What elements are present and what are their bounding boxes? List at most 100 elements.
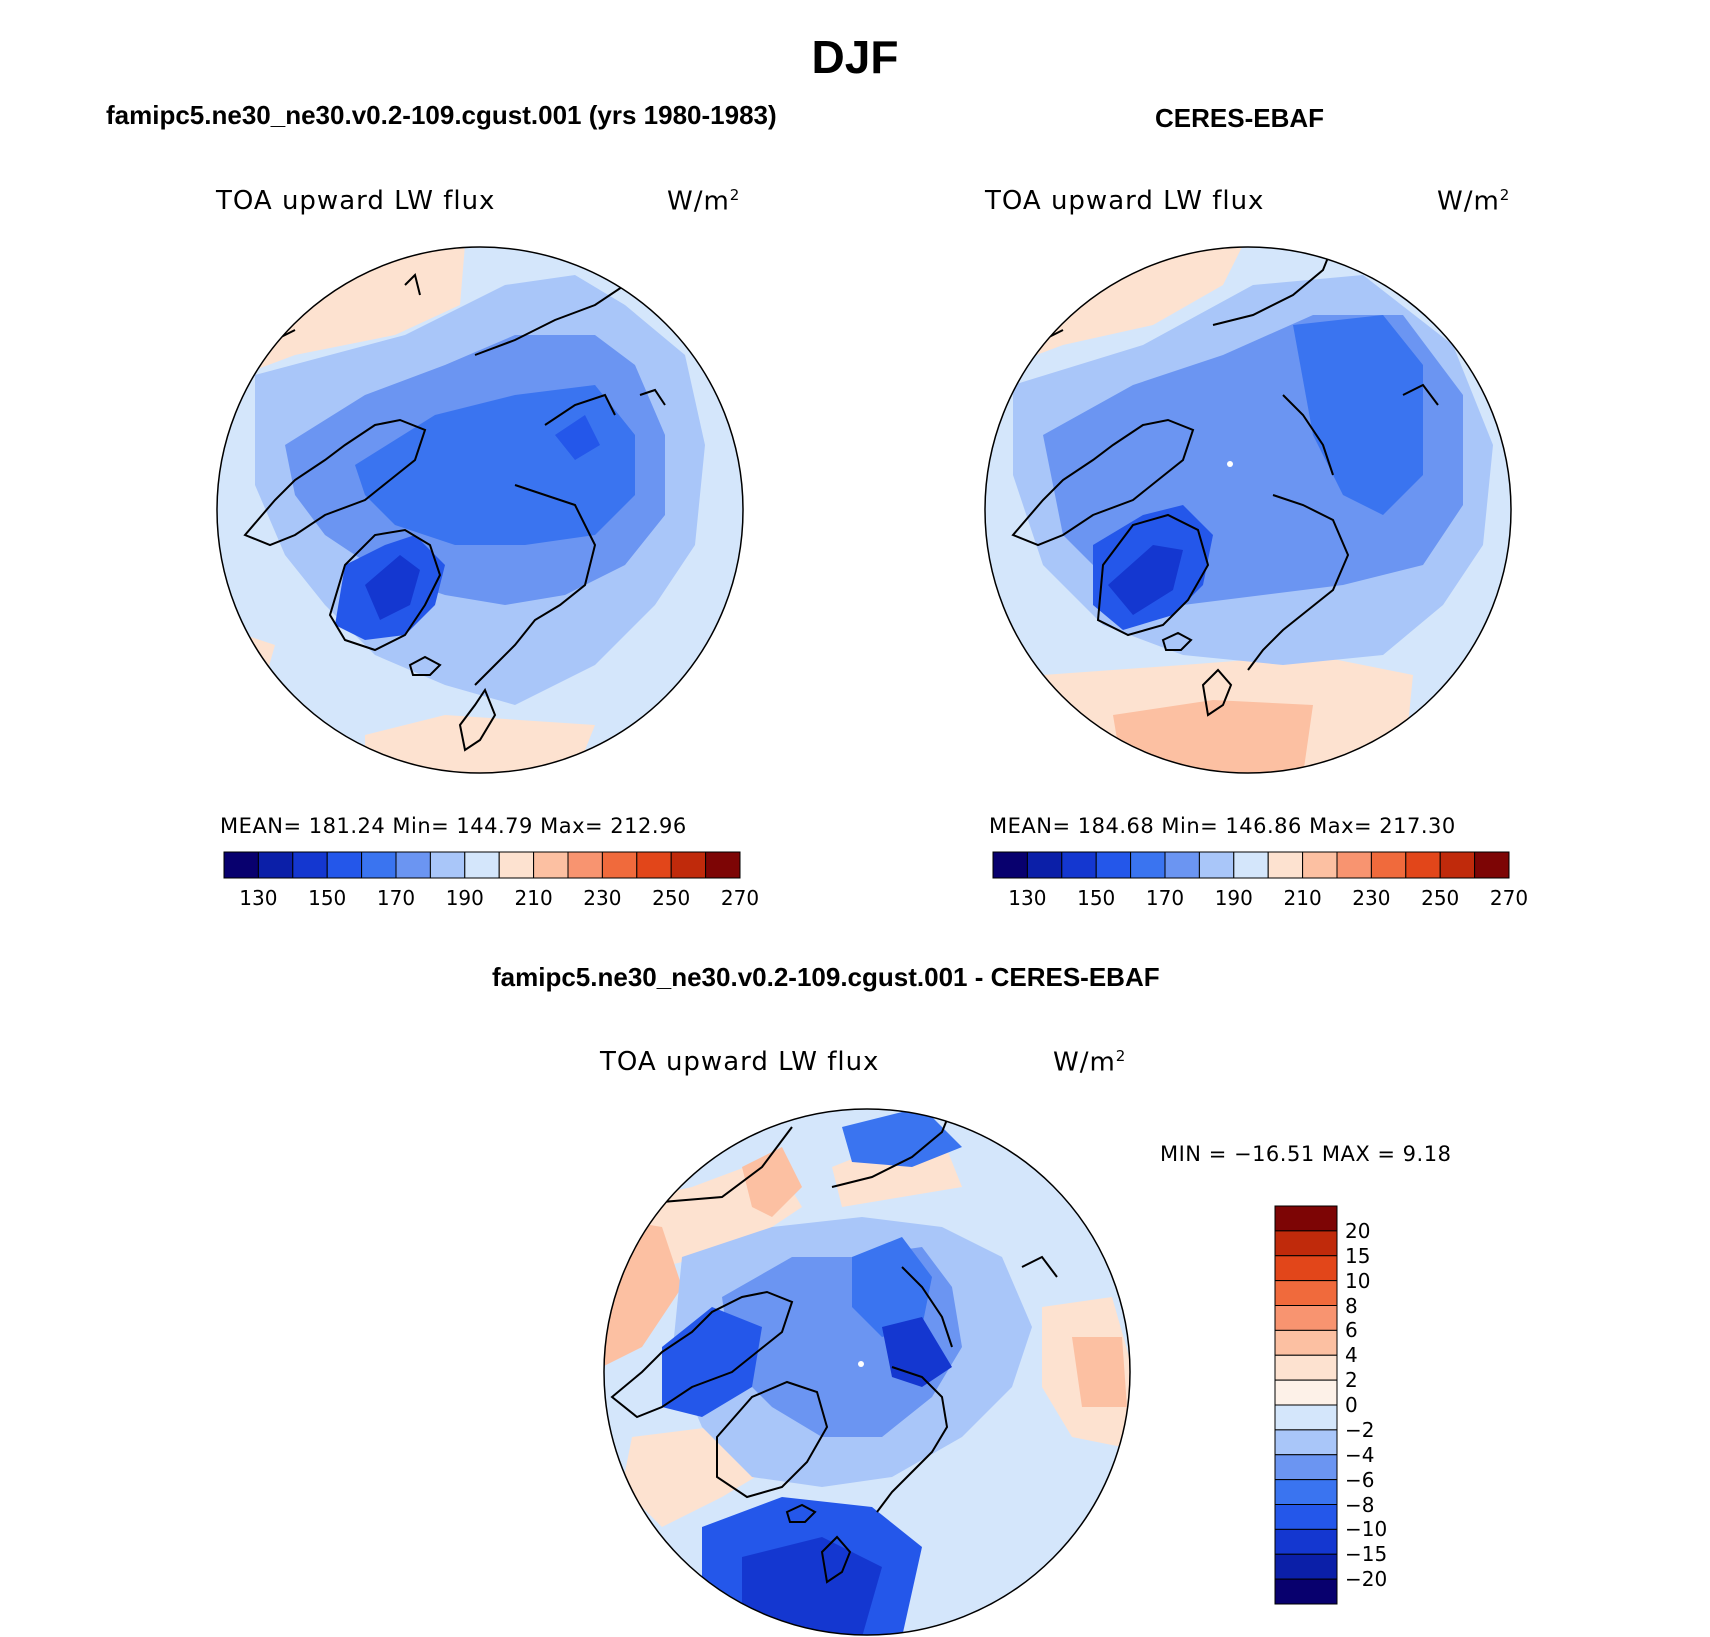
- colorbar-swatch: [1274, 1578, 1338, 1605]
- colorbar-swatch: [1274, 1553, 1338, 1580]
- colorbar-swatch: [1274, 1329, 1338, 1356]
- colorbar-tick-label: −6: [1345, 1467, 1375, 1492]
- colorbar-swatch: [326, 851, 363, 879]
- panel-2-colorbar-labels: 130 150 170 190 210 230 250 270: [993, 886, 1528, 912]
- panel-3-stats: MIN = −16.51 MAX = 9.18: [1160, 1142, 1452, 1166]
- panel-1-colorbar-labels: 130 150 170 190 210 230 250 270: [224, 886, 759, 912]
- colorbar-swatch: [1302, 851, 1338, 879]
- panel-1-colorbar: [223, 851, 741, 879]
- panel-3-colorbar-labels: 20 15 10 8 6 4 2 0 −2 −4 −6 −8 −10 −15 −20: [1345, 1218, 1425, 1600]
- panel-3-header: famipc5.ne30_ne30.v0.2-109.cgust.001 - C…: [492, 962, 1160, 992]
- colorbar-swatch: [1095, 851, 1132, 879]
- panel-1-stats: MEAN= 181.24 Min= 144.79 Max= 212.96: [220, 814, 687, 838]
- colorbar-swatch: [1274, 1205, 1338, 1232]
- units-exponent: 2: [1499, 186, 1511, 204]
- colorbar-swatch: [1164, 851, 1200, 879]
- colorbar-swatch: [1274, 1504, 1338, 1530]
- colorbar-tick-label: −2: [1345, 1417, 1375, 1442]
- colorbar-tick-label: 0: [1345, 1393, 1358, 1417]
- siberia-core: [555, 415, 600, 460]
- colorbar-swatch: [992, 851, 1028, 879]
- colorbar-swatch: [395, 851, 431, 879]
- colorbar-tick-label: 230: [1352, 886, 1391, 910]
- coastlines: [604, 1109, 1058, 1584]
- colorbar-swatch: [1274, 1528, 1338, 1555]
- colorbar-tick-label: 210: [514, 886, 553, 910]
- colorbar-swatch: [1274, 1454, 1338, 1481]
- colorbar-swatch: [292, 851, 328, 879]
- colorbar-swatch: [257, 851, 294, 879]
- colorbar-swatch: [533, 851, 569, 879]
- colorbar-swatch: [1336, 851, 1372, 879]
- colorbar-tick-label: 6: [1345, 1318, 1358, 1343]
- figure-title: DJF: [811, 31, 899, 83]
- colorbar-swatch: [705, 851, 741, 879]
- panel-2-map: [984, 246, 1512, 774]
- colorbar-swatch: [1130, 851, 1166, 879]
- colorbar-swatch: [1198, 851, 1235, 879]
- units-text: W/m: [1053, 1047, 1116, 1078]
- pole-marker: [1227, 461, 1233, 467]
- panel-1-units: W/m2: [667, 186, 740, 217]
- coastlines: [1011, 247, 1439, 717]
- colorbar-tick-label: 2: [1345, 1368, 1358, 1393]
- colorbar-tick-label: 190: [445, 886, 484, 910]
- map-boundary: [216, 246, 744, 774]
- colorbar-swatch: [464, 851, 500, 879]
- colorbar-tick-label: 170: [1145, 886, 1185, 910]
- panel-2-colorbar: [992, 851, 1510, 879]
- map-boundary: [984, 246, 1512, 774]
- units-exponent: 2: [1115, 1047, 1127, 1065]
- greenland-core: [365, 555, 420, 620]
- colorbar-tick-label: 130: [239, 886, 278, 910]
- colorbar-swatch: [1474, 851, 1510, 879]
- pole-marker: [858, 1361, 864, 1367]
- colorbar-swatch: [223, 851, 259, 879]
- colorbar-tick-label: 170: [376, 886, 416, 910]
- colorbar-tick-label: 4: [1345, 1343, 1358, 1368]
- colorbar-tick-label: −8: [1345, 1492, 1375, 1517]
- colorbar-tick-label: 150: [308, 886, 347, 910]
- colorbar-swatch: [636, 851, 672, 879]
- colorbar-tick-label: 270: [1489, 886, 1529, 910]
- panel-3-units: W/m2: [1053, 1047, 1126, 1078]
- warm-region-pacific: [742, 1147, 802, 1217]
- colorbar-tick-label: 15: [1345, 1243, 1371, 1268]
- colorbar-swatch: [1439, 851, 1476, 879]
- colorbar-swatch: [1370, 851, 1407, 879]
- panel-2-stats: MEAN= 184.68 Min= 146.86 Max= 217.30: [989, 814, 1456, 838]
- colorbar-swatch: [1274, 1379, 1338, 1406]
- colorbar-swatch: [498, 851, 535, 879]
- colorbar-swatch: [1274, 1255, 1338, 1282]
- colorbar-tick-label: 130: [1008, 886, 1047, 910]
- colorbar-swatch: [1405, 851, 1441, 879]
- siberia-blue: [1293, 315, 1423, 515]
- panel-2-units: W/m2: [1437, 186, 1510, 217]
- colorbar-swatch: [601, 851, 638, 879]
- colorbar-swatch: [1274, 1280, 1338, 1306]
- colorbar-swatch: [1274, 1479, 1338, 1505]
- panel-2-variable: TOA upward LW flux: [985, 186, 1265, 216]
- colorbar-tick-label: 10: [1345, 1268, 1371, 1293]
- arctic-blue: [852, 1237, 932, 1337]
- panel-3-colorbar: [1274, 1205, 1338, 1605]
- colorbar-swatch: [1267, 851, 1304, 879]
- units-text: W/m: [1437, 186, 1500, 217]
- colorbar-tick-label: 210: [1283, 886, 1322, 910]
- colorbar-tick-label: 8: [1345, 1293, 1358, 1318]
- colorbar-tick-label: 190: [1214, 886, 1253, 910]
- warmer-region-atlantic: [1113, 700, 1313, 773]
- colorbar-swatch: [1274, 1404, 1338, 1431]
- colorbar-tick-label: 230: [583, 886, 622, 910]
- colorbar-tick-label: −20: [1345, 1567, 1388, 1592]
- colorbar-swatch: [1274, 1230, 1338, 1257]
- colorbar-tick-label: 150: [1077, 886, 1116, 910]
- colorbar-tick-label: 20: [1345, 1218, 1371, 1243]
- panel-1-variable: TOA upward LW flux: [216, 186, 496, 216]
- warmer-region-east: [1072, 1337, 1127, 1407]
- panel-3-map: [603, 1108, 1131, 1636]
- colorbar-tick-label: −10: [1345, 1517, 1388, 1542]
- panel-2-header: CERES-EBAF: [1155, 103, 1325, 133]
- colorbar-swatch: [1026, 851, 1063, 879]
- colorbar-swatch: [1274, 1429, 1338, 1456]
